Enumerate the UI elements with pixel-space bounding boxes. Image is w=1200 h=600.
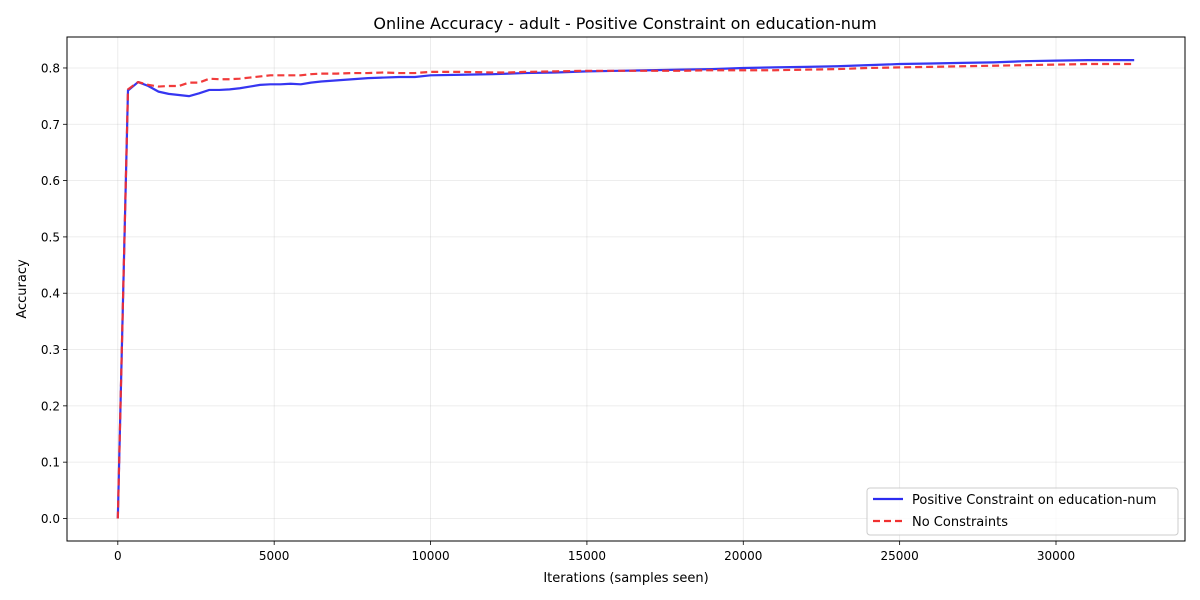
series-lines [116, 58, 1135, 519]
y-tick-label: 0.4 [41, 287, 60, 301]
legend-box [866, 487, 1179, 536]
y-tick-label: 0.6 [41, 174, 60, 188]
plot-frame [66, 36, 1186, 542]
x-tick-label: 30000 [1037, 549, 1075, 563]
x-axis-ticks: 0 5000 10000 15000 20000 25000 30000 [114, 541, 1075, 563]
series-line-no-constraints [116, 62, 1135, 519]
y-axis-label: Accuracy [15, 259, 30, 319]
y-tick-label: 0.1 [41, 456, 60, 470]
y-tick-label: 0.0 [41, 512, 60, 526]
y-tick-label: 0.8 [41, 61, 60, 75]
grid-lines [67, 37, 1185, 541]
x-tick-label: 5000 [259, 549, 290, 563]
x-axis-label: Iterations (samples seen) [543, 571, 708, 586]
y-tick-label: 0.7 [41, 118, 60, 132]
y-axis-ticks: 0.0 0.1 0.2 0.3 0.4 0.5 0.6 0.7 0.8 [41, 61, 67, 526]
x-tick-label: 15000 [568, 549, 606, 563]
legend-label-positive-constraint: Positive Constraint on education-num [912, 493, 1156, 508]
x-tick-label: 0 [114, 549, 122, 563]
x-tick-label: 10000 [411, 549, 449, 563]
y-tick-label: 0.3 [41, 343, 60, 357]
legend-label-no-constraints: No Constraints [912, 515, 1008, 530]
y-tick-label: 0.2 [41, 399, 60, 413]
x-tick-label: 25000 [881, 549, 919, 563]
y-tick-label: 0.5 [41, 230, 60, 244]
legend: Positive Constraint on education-num No … [866, 487, 1179, 536]
series-line-positive-constraint [116, 58, 1135, 519]
chart-title: Online Accuracy - adult - Positive Const… [373, 14, 876, 33]
x-tick-label: 20000 [724, 549, 762, 563]
